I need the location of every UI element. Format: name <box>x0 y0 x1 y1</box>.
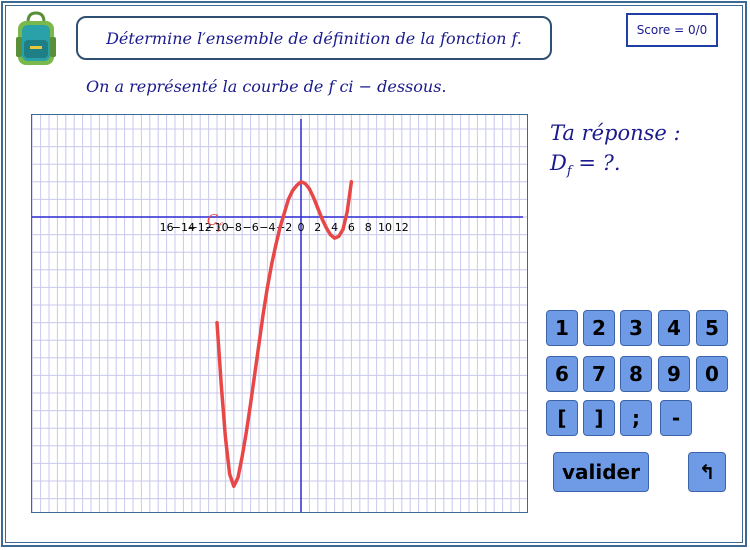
graph-canvas: 16−14−12−10−8 −6 −4 −2 0 2 4 6 8 10 12C f <box>32 115 527 512</box>
key-9[interactable]: 9 <box>658 356 690 392</box>
x-tick-label: −10 <box>205 221 228 234</box>
answer-value: Df = ?. <box>550 148 681 187</box>
question-text: Détermine l′ensemble de définition de la… <box>106 28 522 48</box>
answer-d-sub: f <box>566 164 572 180</box>
x-tick-label: 16 <box>160 221 174 234</box>
x-tick-label: 12 <box>395 221 409 234</box>
key-8[interactable]: 8 <box>620 356 652 392</box>
key-open-bracket[interactable]: [ <box>546 400 578 436</box>
key-3[interactable]: 3 <box>620 310 652 346</box>
x-tick-label: −8 <box>226 221 242 234</box>
x-tick-label: 0 <box>298 221 305 234</box>
x-tick-label: −14 <box>172 221 195 234</box>
x-tick-label: 10 <box>378 221 392 234</box>
key-6[interactable]: 6 <box>546 356 578 392</box>
key-close-bracket[interactable]: ] <box>583 400 615 436</box>
key-0[interactable]: 0 <box>696 356 728 392</box>
key-5[interactable]: 5 <box>696 310 728 346</box>
score-box: Score = 0/0 <box>626 13 718 47</box>
x-tick-label: −4 <box>259 221 275 234</box>
curve-label-sub: f <box>217 222 224 233</box>
x-tick-label: 4 <box>331 221 338 234</box>
key-minus[interactable]: - <box>660 400 692 436</box>
submit-button[interactable]: valider <box>553 452 649 492</box>
backspace-icon: ↰ <box>698 460 716 484</box>
x-tick-label: 6 <box>348 221 355 234</box>
x-tick-label: 8 <box>365 221 372 234</box>
answer-area: Ta réponse : Df = ?. <box>550 118 681 187</box>
backpack-icon <box>16 11 56 65</box>
question-box: Détermine l′ensemble de définition de la… <box>76 16 552 60</box>
graph-caption: On a représenté la courbe de f ci − dess… <box>86 77 447 96</box>
x-tick-label: −12 <box>189 221 212 234</box>
curve-label: C <box>207 211 219 229</box>
answer-d-letter: D <box>550 151 567 175</box>
key-1[interactable]: 1 <box>546 310 578 346</box>
key-semicolon[interactable]: ; <box>620 400 652 436</box>
key-2[interactable]: 2 <box>583 310 615 346</box>
backspace-button[interactable]: ↰ <box>688 452 726 492</box>
key-7[interactable]: 7 <box>583 356 615 392</box>
x-tick-label: −6 <box>242 221 258 234</box>
key-4[interactable]: 4 <box>658 310 690 346</box>
function-curve <box>215 180 354 489</box>
inner-frame <box>5 5 743 543</box>
x-tick-label: 2 <box>314 221 321 234</box>
answer-label: Ta réponse : <box>550 121 681 145</box>
answer-d-rest: = ?. <box>571 151 621 175</box>
